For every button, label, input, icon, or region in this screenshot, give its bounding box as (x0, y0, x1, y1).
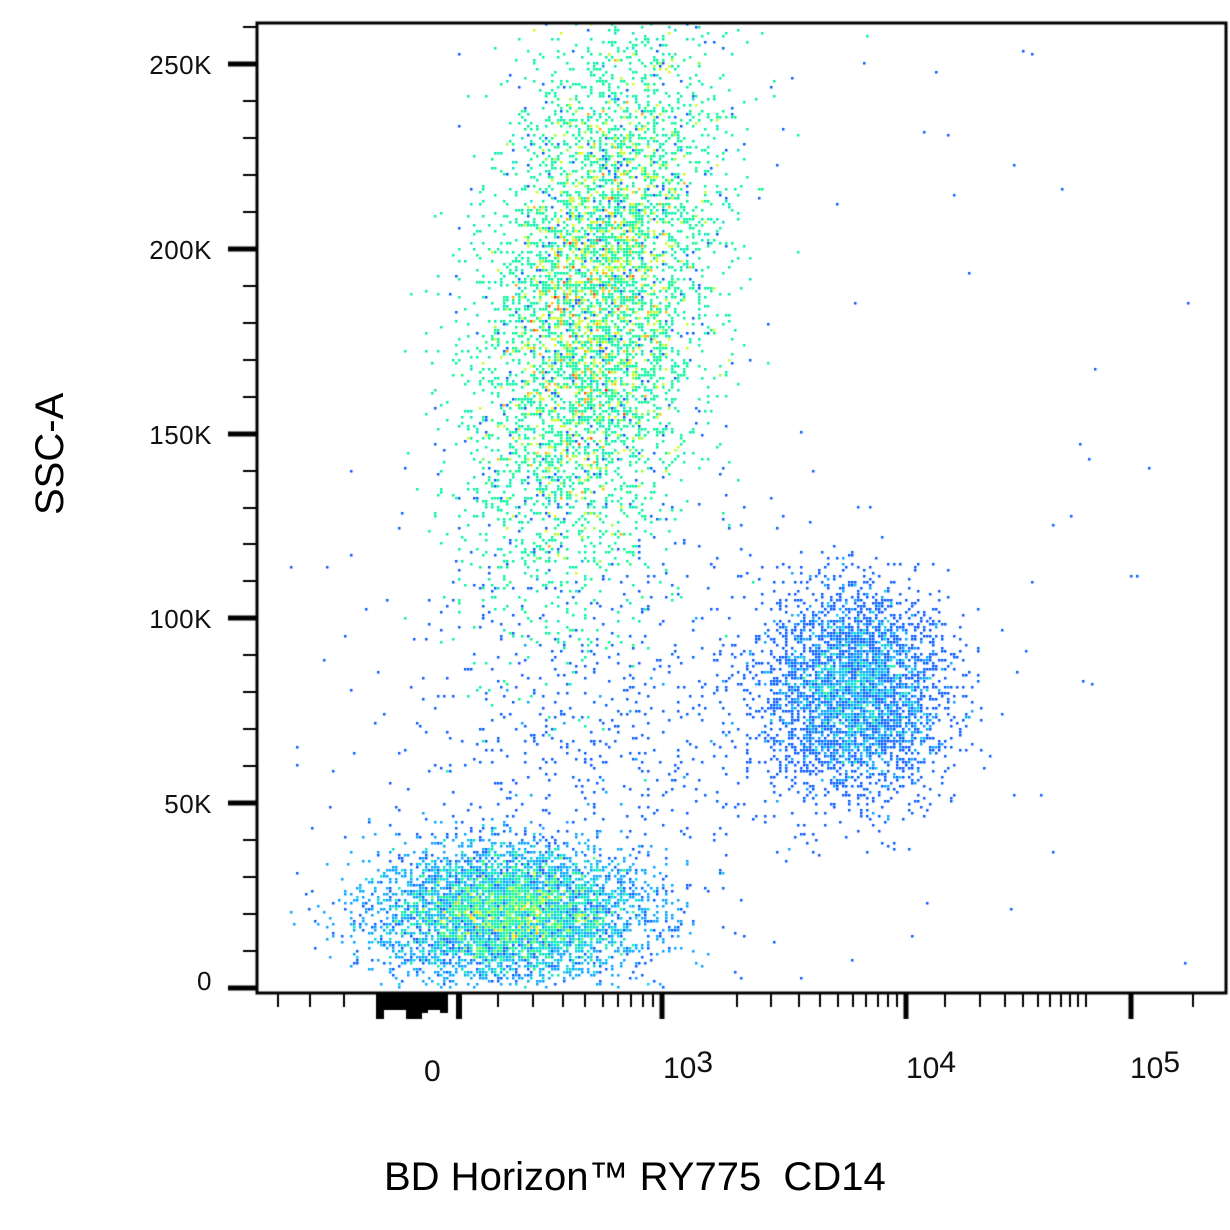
x-tick-label: 103 (663, 1046, 714, 1085)
x-tick-label: 105 (1130, 1046, 1181, 1085)
x-tick-label: 0 (424, 1055, 441, 1088)
y-tick-label: 200K (149, 235, 212, 265)
y-tick-label: 150K (149, 420, 212, 450)
y-axis-label: SSC-A (28, 392, 72, 515)
x-tick-label: 104 (906, 1046, 957, 1085)
y-tick-label: 0 (197, 966, 212, 996)
y-tick-label: 250K (149, 50, 212, 80)
y-tick-label: 50K (164, 789, 212, 819)
y-tick-label: 100K (149, 604, 212, 634)
x-axis-label: BD Horizon™ RY775 CD14 (384, 1155, 886, 1199)
